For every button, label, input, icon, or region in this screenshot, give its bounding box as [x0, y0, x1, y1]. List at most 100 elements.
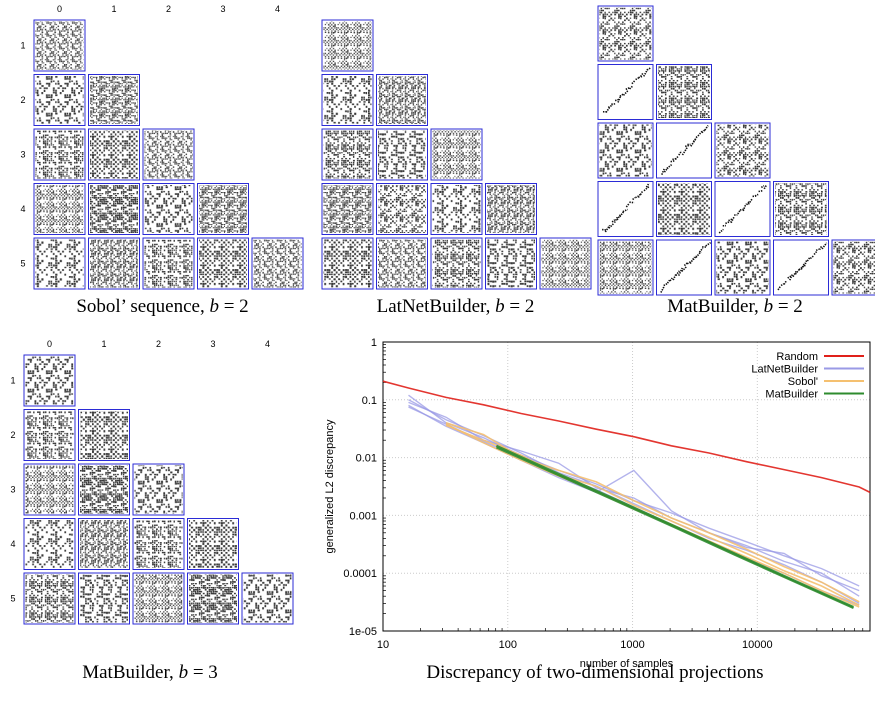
- projection-point-cluster: [684, 144, 691, 148]
- column-label-0: 0: [47, 339, 52, 349]
- projection-point-cluster: [787, 275, 792, 279]
- x-tick-label: 1000: [620, 639, 644, 651]
- projection-point-cluster: [678, 150, 683, 156]
- projection-tile-matbuilder-b2-4-0: [597, 181, 654, 237]
- series-line: [445, 424, 860, 606]
- row-label-5: 5: [20, 259, 25, 269]
- series-line: [382, 380, 871, 494]
- projection-point-cluster: [643, 68, 649, 77]
- caption-matbuilder-b2: MatBuilder, b = 2: [667, 296, 803, 317]
- projection-tile-matbuilder-b3-5-2: [132, 572, 185, 625]
- projection-point-cluster: [760, 185, 765, 189]
- projection-tile-latnet-b2-2-0: [321, 74, 374, 126]
- column-label-4: 4: [275, 4, 280, 14]
- row-label-3: 3: [20, 150, 25, 160]
- projection-point-cluster: [705, 241, 712, 247]
- projection-point-cluster: [809, 255, 815, 260]
- projection-tile-matbuilder-b2-5-1: [656, 239, 712, 296]
- projection-tile-latnet-b2-5-2: [430, 237, 483, 290]
- projection-point-cluster: [692, 137, 698, 143]
- projection-tile-matbuilder-b2-4-2: [714, 181, 771, 237]
- projection-tile-sobol-b2-3-1: [88, 128, 140, 181]
- projection-tile-matbuilder-b2-2-1: [656, 64, 712, 120]
- projection-tile-latnet-b2-4-3: [485, 183, 537, 235]
- projection-tile-matbuilder-b3-1-0: [23, 354, 76, 407]
- projection-point-cluster: [607, 104, 614, 109]
- caption-matbuilder-b3: MatBuilder, b = 3: [82, 662, 218, 683]
- y-tick-label: 0.01: [356, 453, 377, 465]
- projection-tile-sobol-b2-5-1: [88, 237, 140, 290]
- projection-tile-matbuilder-b3-3-2: [132, 463, 185, 516]
- projection-tile-matbuilder-b2-5-3: [773, 239, 829, 296]
- projection-tile-sobol-b2-4-1: [88, 183, 140, 235]
- projection-tile-latnet-b2-5-4: [539, 237, 592, 290]
- caption-discrepancy-chart: Discrepancy of two-dimensional projectio…: [426, 662, 764, 683]
- projection-point-cluster: [645, 182, 650, 188]
- projection-point-cluster: [681, 266, 688, 272]
- projection-tile-sobol-b2-3-0: [33, 128, 86, 181]
- projection-point-cluster: [813, 250, 818, 256]
- row-label-1: 1: [20, 41, 25, 51]
- projection-tile-sobol-b2-5-0: [33, 237, 86, 290]
- x-tick-label: 100: [499, 639, 517, 651]
- projection-point-cluster: [643, 185, 650, 192]
- projection-point-cluster: [639, 72, 644, 78]
- projection-point-cluster: [622, 208, 628, 213]
- projection-tile-matbuilder-b3-5-0: [23, 572, 76, 625]
- projection-point-cluster: [660, 286, 665, 293]
- projection-tile-matbuilder-b2-3-1: [656, 122, 712, 179]
- projection-point-cluster: [675, 270, 680, 277]
- projection-tile-latnet-b2-4-0: [321, 183, 374, 235]
- projection-tile-latnet-b2-5-0: [321, 237, 374, 290]
- projection-tile-sobol-b2-4-3: [197, 183, 249, 235]
- projection-point-cluster: [622, 89, 629, 96]
- projection-tile-sobol-b2-2-1: [88, 74, 140, 126]
- y-tick-label: 1e-05: [349, 626, 377, 638]
- projection-point-cluster: [692, 255, 698, 261]
- projection-tile-matbuilder-b2-4-1: [656, 181, 712, 237]
- projection-point-cluster: [730, 216, 735, 224]
- projection-point-cluster: [619, 93, 624, 97]
- legend-label: Random: [776, 351, 818, 363]
- row-label-4: 4: [10, 539, 15, 549]
- projection-point-cluster: [698, 247, 704, 253]
- projection-tile-latnet-b2-3-2: [430, 128, 483, 181]
- projection-point-cluster: [674, 155, 680, 160]
- row-label-4: 4: [20, 204, 25, 214]
- caption-sobol: Sobol’ sequence, b = 2: [76, 296, 249, 317]
- x-tick-label: 10000: [742, 639, 773, 651]
- projection-point-cluster: [634, 195, 639, 199]
- projection-tile-sobol-b2-5-4: [251, 237, 304, 290]
- projection-point-cluster: [666, 164, 673, 170]
- caption-latnet: LatNetBuilder, b = 2: [376, 296, 535, 317]
- column-label-2: 2: [156, 339, 161, 349]
- projection-tile-matbuilder-b3-2-1: [78, 409, 130, 461]
- row-label-3: 3: [10, 485, 15, 495]
- projection-point-cluster: [639, 190, 644, 196]
- projection-point-cluster: [604, 224, 611, 233]
- projection-tile-matbuilder-b2-1-0: [597, 5, 654, 62]
- projection-tile-latnet-b2-1-0: [321, 19, 374, 72]
- y-tick-label: 0.1: [362, 395, 377, 407]
- projection-tile-matbuilder-b2-3-2: [714, 122, 771, 179]
- column-label-1: 1: [101, 339, 106, 349]
- projection-point-cluster: [608, 222, 615, 229]
- projection-point-cluster: [625, 203, 630, 208]
- column-label-0: 0: [57, 4, 62, 14]
- projection-tile-latnet-b2-3-0: [321, 128, 374, 181]
- projection-point-cluster: [745, 200, 750, 206]
- series-line: [408, 401, 860, 592]
- projection-tile-matbuilder-b3-4-0: [23, 518, 76, 570]
- projection-point-cluster: [663, 282, 669, 287]
- projection-point-cluster: [818, 245, 823, 251]
- projection-tile-sobol-b2-5-3: [197, 237, 249, 290]
- projection-point-cluster: [632, 196, 636, 201]
- projection-point-cluster: [611, 219, 616, 223]
- projection-tile-matbuilder-b2-2-0: [597, 64, 654, 120]
- projection-point-cluster: [646, 66, 652, 71]
- x-axis-label: number of samples: [580, 658, 674, 670]
- projection-tile-matbuilder-b3-3-0: [23, 463, 76, 516]
- legend-label: MatBuilder: [765, 389, 818, 401]
- column-label-1: 1: [111, 4, 116, 14]
